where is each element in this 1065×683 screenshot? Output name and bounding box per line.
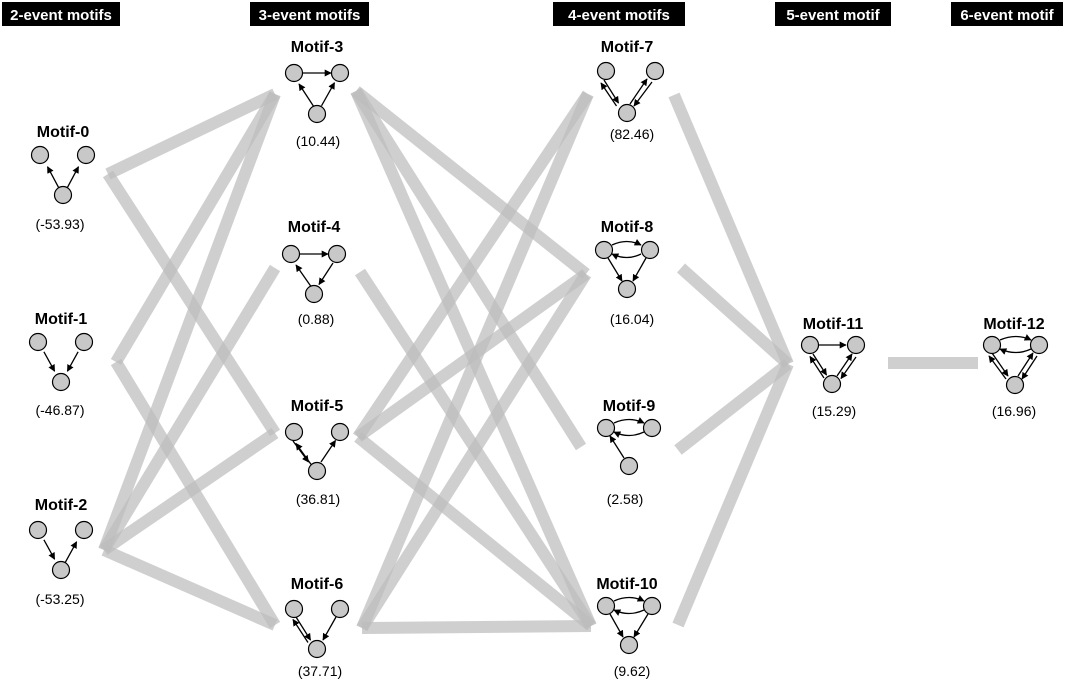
motif-name: Motif-11 [803, 316, 864, 333]
header-4-event: 4-event motifs [553, 2, 685, 26]
motif-11: Motif-11 (15.29) [800, 316, 866, 419]
motif-score: (16.04) [610, 311, 654, 327]
connection-motif-2-to-motif-3 [98, 91, 281, 553]
motif-score: (16.96) [992, 403, 1036, 419]
connection-motif-7-to-motif-11 [668, 92, 794, 367]
connections-layer [98, 86, 978, 634]
header-label: 5-event motif [786, 7, 880, 24]
header-label: 3-event motifs [259, 7, 361, 24]
connection-motif-6-to-motif-7 [356, 91, 594, 631]
motif-score: (15.29) [812, 403, 856, 419]
connection-motif-3-to-motif-8 [352, 86, 590, 279]
motif-name: Motif-4 [288, 219, 341, 236]
connection-motif-5-to-motif-10 [354, 432, 595, 631]
motif-glyph [281, 244, 347, 304]
motif-glyph [596, 595, 662, 655]
motif-2: Motif-2 (-53.25) [28, 497, 94, 607]
motif-glyph [594, 239, 660, 299]
motif-score: (0.88) [298, 311, 335, 327]
connection-motif-0-to-motif-3 [105, 88, 278, 180]
motif-name: Motif-10 [596, 576, 657, 593]
header-3-event: 3-event motifs [250, 2, 369, 26]
motif-glyph [284, 422, 350, 481]
header-label: 4-event motifs [568, 7, 670, 24]
connection-motif-10-to-motif-11 [672, 361, 794, 628]
motif-name: Motif-12 [983, 316, 1044, 333]
header-label: 6-event motif [960, 7, 1054, 24]
motif-score: (36.81) [296, 491, 340, 507]
motif-glyph [596, 61, 665, 123]
motif-score: (2.58) [607, 491, 644, 507]
motif-score: (37.71) [298, 663, 342, 679]
motif-score: (82.46) [610, 126, 654, 142]
connection-motif-8-to-motif-11 [676, 263, 793, 369]
connection-motif-2-to-motif-6 [101, 544, 278, 631]
motif-name: Motif-8 [601, 219, 654, 236]
motif-name: Motif-7 [601, 39, 654, 56]
motif-name: Motif-6 [291, 576, 344, 593]
motif-name: Motif-3 [291, 39, 344, 56]
connection-motif-9-to-motif-11 [674, 359, 792, 455]
motif-12: Motif-12 (16.96) [982, 316, 1049, 419]
motif-4: Motif-4 (0.88) [281, 219, 347, 327]
motif-glyph [800, 335, 866, 394]
motif-glyph [596, 417, 662, 476]
motif-name: Motif-9 [603, 398, 656, 415]
header-6-event: 6-event motif [951, 2, 1063, 26]
motif-glyph [284, 63, 350, 124]
header-label: 2-event motifs [10, 7, 112, 24]
motif-glyph [982, 334, 1049, 395]
motif-8: Motif-8 (16.04) [594, 219, 660, 327]
motif-name: Motif-2 [35, 497, 88, 514]
motif-7: Motif-7 (82.46) [596, 39, 665, 142]
motif-name: Motif-0 [37, 124, 90, 141]
motif-score: (-53.93) [35, 216, 84, 232]
motif-score: (-46.87) [35, 402, 84, 418]
motif-score: (9.62) [614, 663, 651, 679]
connection-motif-2-to-motif-4 [98, 264, 281, 554]
motif-name: Motif-1 [35, 311, 88, 328]
motif-9: Motif-9 (2.58) [596, 398, 662, 507]
motif-glyph [28, 332, 94, 392]
motif-score: (-53.25) [35, 591, 84, 607]
connection-motif-6-to-motif-8 [356, 270, 592, 632]
connection-motif-6-to-motif-10 [361, 620, 592, 634]
connection-motif-5-to-motif-7 [353, 90, 593, 441]
motif-name: Motif-5 [291, 398, 344, 415]
connection-motif-2-to-motif-5 [100, 428, 279, 555]
motif-10: Motif-10 (9.62) [596, 576, 662, 679]
motif-5: Motif-5 (36.81) [284, 398, 350, 507]
connection-motif-1-to-motif-3 [110, 90, 281, 366]
motif-glyph [30, 145, 96, 205]
motif-6: Motif-6 (37.71) [284, 576, 350, 679]
motif-3: Motif-3 (10.44) [284, 39, 350, 149]
motif-score: (10.44) [296, 133, 340, 149]
header-5-event: 5-event motif [775, 2, 891, 26]
motif-glyph [28, 520, 94, 580]
header-2-event: 2-event motifs [2, 2, 120, 26]
motif-glyph [284, 599, 350, 659]
motif-1: Motif-1 (-46.87) [28, 311, 94, 418]
motif-0: Motif-0 (-53.93) [30, 124, 96, 232]
